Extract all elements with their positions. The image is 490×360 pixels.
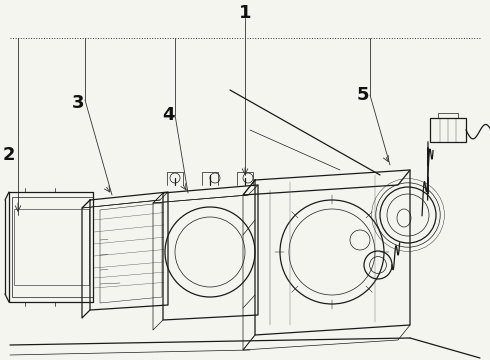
Text: 2: 2 [3, 146, 15, 164]
Bar [430, 118, 466, 142]
Text: 1: 1 [239, 4, 251, 22]
Text: 5: 5 [357, 86, 369, 104]
Bar [14, 209, 89, 285]
Text: 3: 3 [72, 94, 84, 112]
Text: 4: 4 [162, 106, 174, 124]
Bar [12, 197, 93, 297]
Bar [438, 113, 458, 118]
